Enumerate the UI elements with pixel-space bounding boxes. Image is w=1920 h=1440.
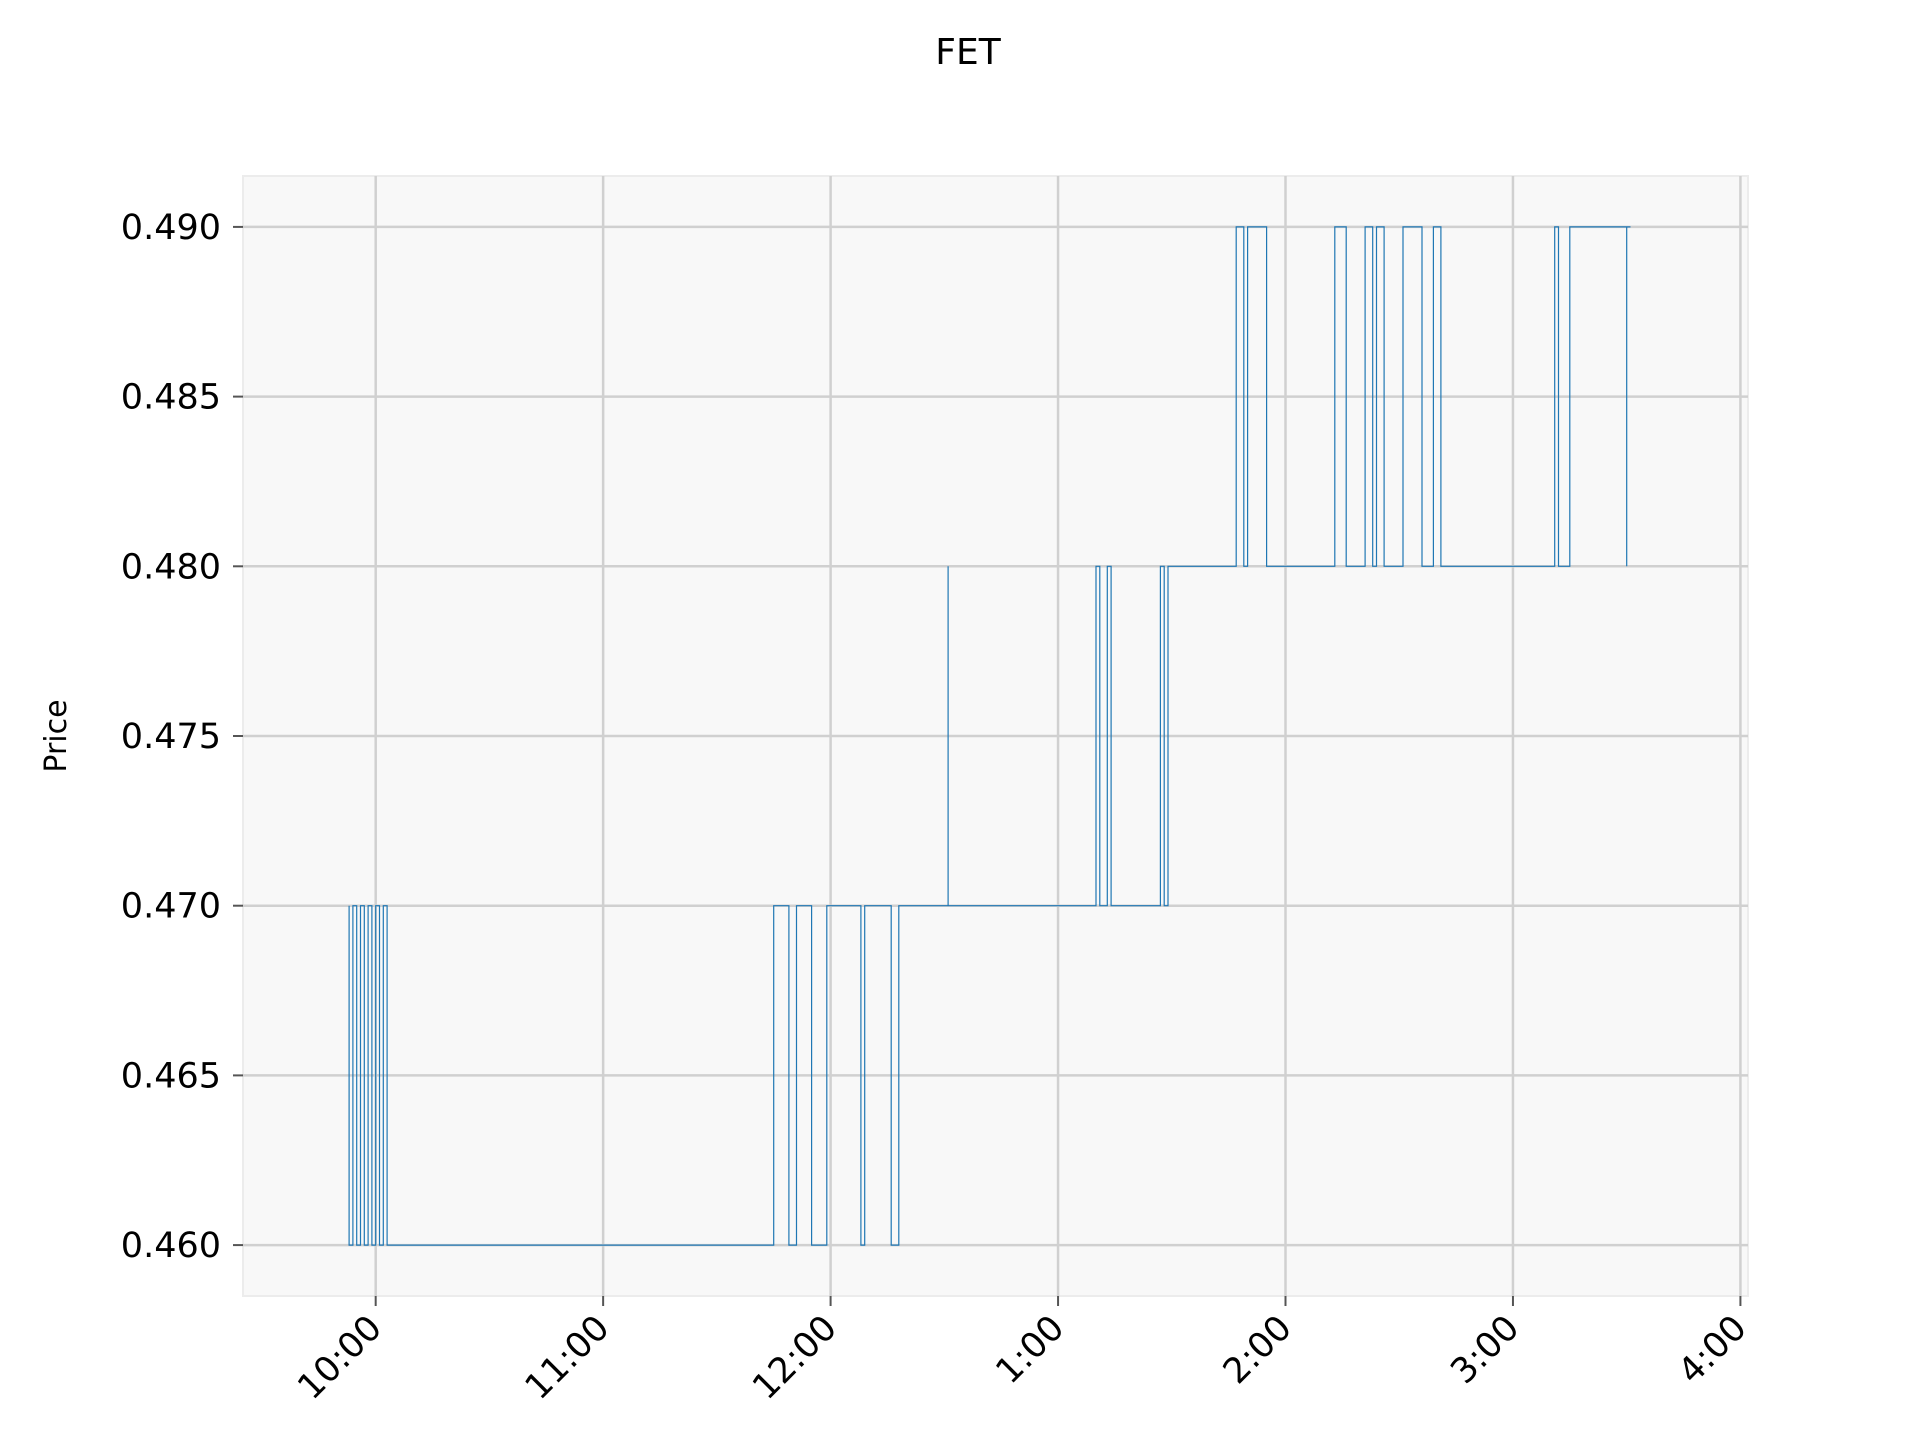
- y-axis-label: Price: [39, 699, 74, 772]
- y-tick-label: 0.465: [121, 1056, 221, 1096]
- x-tick-label: 12:00: [745, 1308, 845, 1408]
- y-axis: 0.460 0.465 0.470 0.475 0.480 0.485 0.490: [121, 208, 243, 1266]
- y-tick-label: 0.490: [121, 208, 221, 248]
- chart-title: FET: [935, 32, 1001, 73]
- y-tick-label: 0.470: [121, 887, 221, 927]
- x-tick-label: 10:00: [290, 1308, 390, 1408]
- x-tick-label: 2:00: [1216, 1308, 1300, 1392]
- series-group: [348, 226, 1631, 1246]
- y-tick-label: 0.485: [121, 378, 221, 418]
- x-axis: 10:00 11:00 12:00 1:00 2:00 3:00 4:00: [290, 1296, 1755, 1408]
- x-tick-label: 1:00: [989, 1308, 1073, 1392]
- y-tick-label: 0.480: [121, 547, 221, 587]
- y-tick-label: 0.475: [121, 717, 221, 757]
- y-tick-label: 0.460: [121, 1226, 221, 1266]
- x-tick-label: 4:00: [1671, 1308, 1755, 1392]
- x-tick-label: 3:00: [1443, 1308, 1527, 1392]
- x-grid: [374, 176, 1742, 1296]
- x-tick-label: 11:00: [518, 1308, 618, 1408]
- series-line: [348, 226, 1631, 1246]
